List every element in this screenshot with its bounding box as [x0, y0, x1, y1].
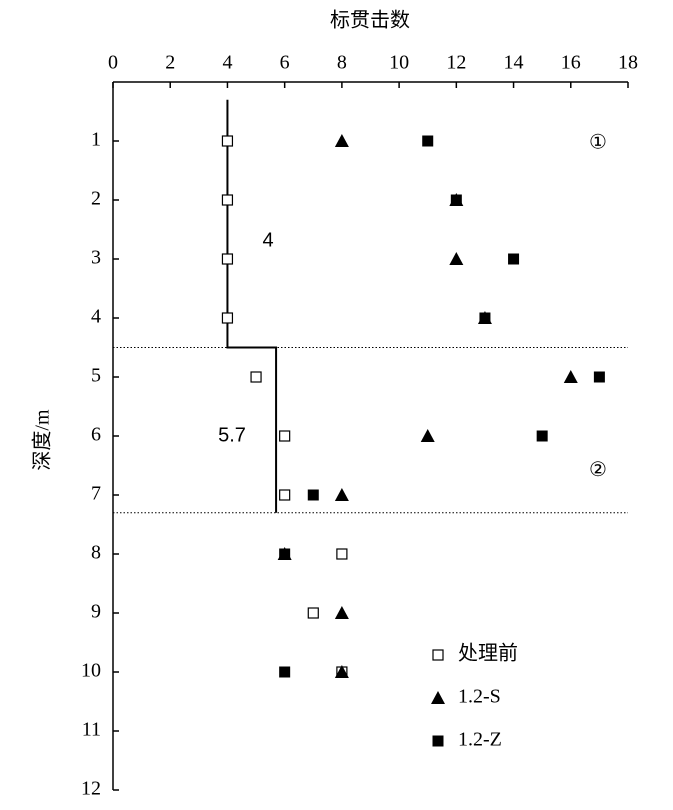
x-tick-label: 16	[561, 52, 581, 74]
marker-square	[307, 489, 319, 501]
y-axis-title: 深度/m	[31, 409, 54, 471]
marker-open-square	[307, 607, 319, 619]
marker-open-square	[336, 548, 348, 560]
y-tick-label: 2	[91, 188, 101, 210]
marker-open-square	[279, 430, 291, 442]
marker-open-square	[279, 489, 291, 501]
x-tick-label: 18	[618, 52, 638, 74]
layer-label: ①	[589, 132, 607, 154]
marker-triangle	[431, 691, 445, 704]
marker-square	[279, 548, 291, 560]
reference-line	[226, 99, 278, 513]
marker-open-square	[250, 371, 262, 383]
reference-label: 5.7	[218, 424, 246, 446]
x-tick-label: 12	[446, 52, 466, 74]
marker-square	[450, 194, 462, 206]
x-tick-label: 14	[504, 52, 524, 74]
marker-square	[536, 430, 548, 442]
marker-open-square	[432, 649, 444, 661]
marker-open-square	[221, 312, 234, 324]
marker-triangle	[420, 429, 435, 442]
marker-triangle	[334, 134, 349, 147]
marker-square	[508, 253, 520, 265]
marker-triangle	[334, 488, 349, 501]
marker-open-square	[221, 194, 234, 206]
x-tick-label: 4	[222, 52, 232, 74]
marker-triangle	[334, 665, 349, 678]
y-tick-label: 12	[81, 778, 101, 800]
marker-open-square	[221, 253, 234, 265]
y-tick-label: 8	[91, 542, 101, 564]
marker-square	[432, 735, 444, 747]
y-tick-label: 4	[91, 306, 101, 328]
y-tick-label: 7	[91, 483, 101, 505]
x-tick-label: 0	[108, 52, 118, 74]
marker-square	[479, 312, 491, 324]
y-tick-label: 3	[91, 247, 101, 269]
x-tick-label: 10	[389, 52, 409, 74]
x-tick-label: 2	[165, 52, 175, 74]
marker-square	[593, 371, 605, 383]
marker-square	[279, 666, 291, 678]
layer-label: ②	[589, 459, 607, 481]
legend-label: 1.2-Z	[458, 729, 502, 751]
x-tick-label: 6	[280, 52, 290, 74]
x-tick-label: 8	[337, 52, 347, 74]
y-tick-label: 6	[91, 424, 101, 446]
marker-open-square	[221, 135, 234, 147]
marker-square	[422, 135, 434, 147]
y-tick-label: 5	[91, 365, 101, 387]
legend-label: 处理前	[458, 642, 518, 665]
marker-triangle	[334, 606, 349, 619]
y-tick-label: 11	[82, 719, 101, 741]
marker-triangle	[563, 370, 578, 383]
y-tick-label: 9	[91, 601, 101, 623]
x-axis-title: 标贯击数	[330, 9, 410, 32]
reference-label: 4	[262, 230, 273, 252]
legend-label: 1.2-S	[458, 686, 501, 708]
marker-triangle	[449, 252, 464, 265]
y-tick-label: 10	[81, 660, 101, 682]
y-tick-label: 1	[91, 129, 101, 151]
